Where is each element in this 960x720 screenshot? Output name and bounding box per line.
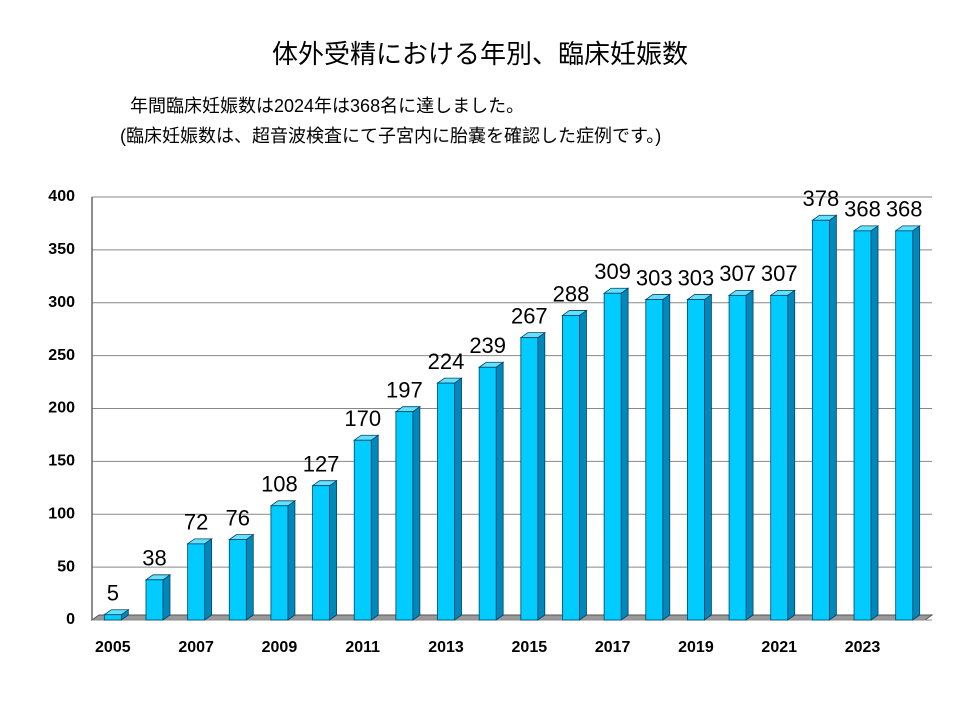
bar (395, 411, 414, 621)
bar-side (620, 287, 629, 621)
y-tick-label: 250 (48, 347, 75, 364)
bar (770, 294, 789, 621)
bar (187, 543, 206, 621)
chart-title: 体外受精における年別、臨床妊娠数 (272, 39, 688, 69)
bar-side (412, 405, 421, 621)
data-label: 170 (344, 406, 381, 431)
bar (562, 315, 580, 621)
subtitle: 年間臨床妊娠数は2024年は368名に達しました。 (130, 96, 524, 116)
bar-side (162, 574, 171, 621)
y-tick-label: 0 (66, 611, 75, 628)
data-label: 307 (719, 261, 756, 286)
data-label: 378 (803, 186, 840, 211)
x-tick-label: 2015 (512, 639, 548, 656)
x-tick-label: 2017 (595, 639, 631, 656)
data-label: 303 (678, 265, 715, 290)
x-tick-label: 2013 (428, 639, 464, 656)
data-label: 72 (184, 510, 208, 535)
x-tick-label: 2019 (678, 639, 714, 656)
y-tick-label: 400 (48, 188, 75, 205)
data-label: 307 (761, 261, 798, 286)
data-label: 197 (386, 377, 423, 402)
data-label: 38 (142, 546, 166, 571)
bar (145, 579, 164, 621)
data-label: 224 (428, 349, 465, 374)
data-label: 368 (886, 197, 923, 222)
bar-side (704, 293, 712, 621)
y-tick-label: 150 (48, 453, 75, 470)
bar (478, 366, 497, 621)
bar (811, 219, 830, 621)
bar-side (870, 225, 879, 621)
bar (103, 614, 122, 621)
floor (90, 614, 934, 621)
data-label: 127 (303, 452, 340, 477)
data-label: 368 (844, 197, 881, 222)
bar-side (245, 533, 254, 621)
bar (228, 539, 247, 621)
data-label: 108 (261, 472, 298, 497)
x-tick-label: 2021 (761, 639, 797, 656)
bar-side (370, 434, 379, 621)
data-label: 309 (594, 259, 631, 284)
data-label: 5 (107, 581, 119, 606)
bar-side (787, 289, 796, 621)
x-tick-label: 2007 (178, 639, 214, 656)
y-tick-label: 100 (48, 505, 75, 522)
y-tick-label: 200 (48, 400, 75, 417)
bar (270, 505, 289, 621)
bar (687, 299, 705, 621)
bar-side (912, 225, 921, 621)
y-tick-label: 350 (48, 241, 75, 258)
bar-side (204, 538, 213, 621)
data-label: 76 (226, 505, 250, 530)
bar-side (495, 361, 504, 621)
bar (353, 439, 372, 621)
bar (853, 230, 872, 621)
bar (895, 230, 914, 621)
bar-side (537, 331, 546, 621)
x-tick-label: 2023 (845, 639, 881, 656)
bar-side (579, 309, 587, 621)
y-tick-label: 300 (48, 294, 75, 311)
data-label: 303 (636, 265, 673, 290)
bar (520, 337, 539, 621)
bar (645, 299, 664, 621)
bar (312, 485, 330, 621)
bar-side (662, 293, 671, 621)
bar-side (454, 377, 462, 621)
data-label: 288 (553, 281, 590, 306)
y-tick-label: 50 (57, 558, 75, 575)
bar-side (745, 289, 754, 621)
subtitle: (臨床妊娠数は、超音波検査にて子宮内に胎嚢を確認した症例です。) (120, 126, 661, 146)
bar (603, 292, 622, 621)
data-label: 267 (511, 303, 548, 328)
bar (728, 294, 747, 621)
x-tick-label: 2005 (95, 639, 131, 656)
bar (437, 382, 455, 621)
bar-side (329, 479, 337, 621)
bar-side (287, 500, 296, 621)
x-tick-label: 2009 (262, 639, 298, 656)
bar-side (828, 214, 837, 621)
data-label: 239 (469, 333, 506, 358)
x-tick-label: 2011 (345, 639, 380, 656)
